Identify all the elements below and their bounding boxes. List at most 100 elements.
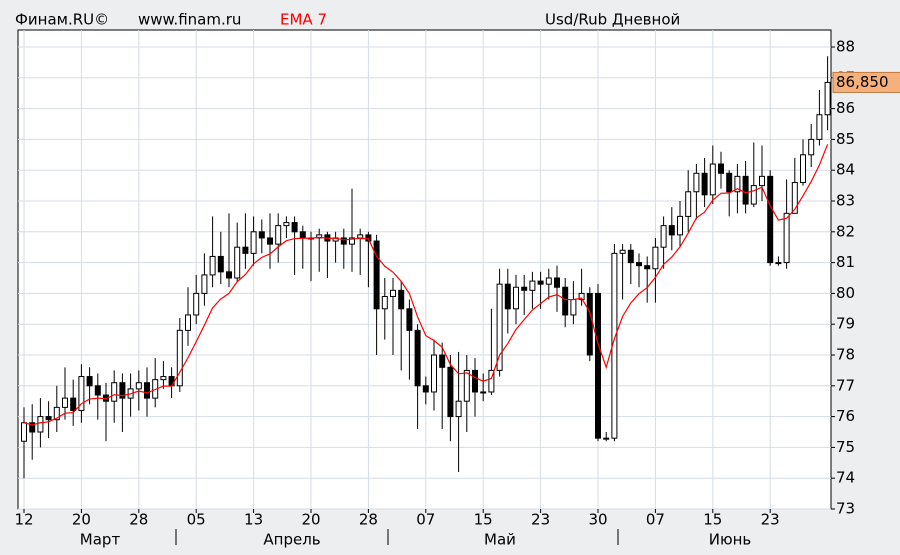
y-tick-label: 76	[836, 407, 855, 425]
x-tick-label: 20	[301, 511, 320, 529]
candle-body	[783, 212, 790, 264]
candle-body	[619, 249, 626, 254]
candle-body	[176, 329, 183, 387]
y-tick-label: 82	[836, 222, 855, 240]
candle-body	[824, 81, 831, 116]
candle-body	[381, 295, 388, 310]
candle-body	[480, 391, 487, 394]
candle-body	[513, 286, 519, 310]
candle-body	[349, 237, 355, 245]
candle-body	[709, 163, 716, 196]
candle-body	[111, 382, 118, 402]
candle-body	[627, 249, 634, 264]
candle-body	[94, 385, 101, 396]
candle-body	[652, 246, 659, 270]
candle-body	[316, 234, 323, 239]
candle-body	[373, 240, 380, 310]
ema-line	[23, 144, 829, 426]
candle-body	[545, 277, 552, 285]
x-tick-label: 23	[531, 511, 550, 529]
candle-body	[759, 175, 765, 187]
candle-body	[808, 138, 815, 156]
candle-body	[586, 292, 593, 356]
candle-body	[78, 376, 85, 411]
x-tick-label: 23	[761, 511, 780, 529]
candle-body	[677, 215, 683, 236]
candle-body	[275, 225, 282, 245]
candle-body	[29, 422, 36, 433]
candle-body	[529, 280, 536, 291]
marks	[21, 56, 831, 479]
candle-body	[398, 289, 405, 310]
candle-body	[521, 286, 528, 291]
candle-body	[53, 406, 60, 421]
candle-body	[21, 422, 27, 442]
candle-body	[554, 277, 560, 288]
month-label: Апрель	[263, 531, 320, 549]
source: Финам.RU©	[15, 11, 109, 29]
candle-body	[37, 416, 44, 433]
candle-body	[595, 292, 601, 439]
candle-body	[406, 308, 413, 331]
candle-body	[357, 234, 364, 239]
candle-body	[86, 376, 93, 387]
x-tick-label: 13	[244, 511, 263, 529]
x-tick-label: 12	[14, 511, 33, 529]
candle-body	[144, 382, 150, 399]
plot-area	[17, 29, 832, 510]
y-tick-label: 84	[836, 161, 855, 179]
candle-body	[504, 283, 511, 310]
candle-body	[660, 225, 667, 248]
candle-body	[193, 292, 200, 316]
candle-body	[70, 397, 77, 411]
y-tick-label: 88	[836, 38, 855, 56]
candle-body	[636, 262, 642, 267]
candle-body	[168, 376, 175, 387]
candle-body	[365, 234, 372, 242]
candle-body	[119, 382, 126, 399]
candle-body	[726, 172, 733, 193]
y-tick-label: 75	[836, 438, 855, 456]
candle-body	[455, 400, 462, 418]
candle-body	[570, 299, 577, 316]
candle-body	[185, 314, 191, 331]
candle-body	[250, 231, 257, 254]
candle-body	[816, 114, 823, 140]
y-tick-label: 80	[836, 284, 855, 302]
chart-title: Usd/Rub Дневной	[545, 11, 680, 29]
candle-body	[800, 154, 806, 184]
candle-body	[775, 262, 782, 265]
candle-body	[234, 246, 241, 279]
candle-body	[496, 283, 503, 371]
candle-body	[734, 175, 741, 193]
x-tick-label: 28	[129, 511, 148, 529]
price-tag-label: 86,850	[836, 73, 889, 91]
month-label: Март	[80, 531, 121, 549]
candle-body	[258, 231, 265, 239]
x-tick-label: 07	[646, 511, 665, 529]
candle-body	[390, 289, 396, 297]
candle-body	[267, 237, 273, 245]
candle-body	[578, 292, 585, 301]
x-tick-label: 30	[588, 511, 607, 529]
y-tick-label: 73	[836, 500, 855, 518]
candle-body	[160, 376, 167, 381]
candle-body	[537, 280, 544, 285]
x-tick-label: 15	[474, 511, 493, 529]
y-tick-label: 77	[836, 376, 855, 394]
y-tick-label: 85	[836, 130, 855, 148]
candle-body	[291, 222, 298, 233]
candle-body	[209, 255, 216, 276]
x-tick-label: 20	[72, 511, 91, 529]
url: www.finam.ru	[138, 11, 241, 29]
y-tick-label: 74	[836, 469, 855, 487]
x-tick-label: 07	[416, 511, 435, 529]
y-tick-label: 79	[836, 315, 855, 333]
candle-body	[742, 175, 749, 205]
y-tick-label: 83	[836, 192, 855, 210]
candle-body	[685, 191, 692, 217]
candle-body	[701, 172, 708, 196]
candle-body	[62, 397, 68, 408]
candle-body	[217, 255, 224, 273]
